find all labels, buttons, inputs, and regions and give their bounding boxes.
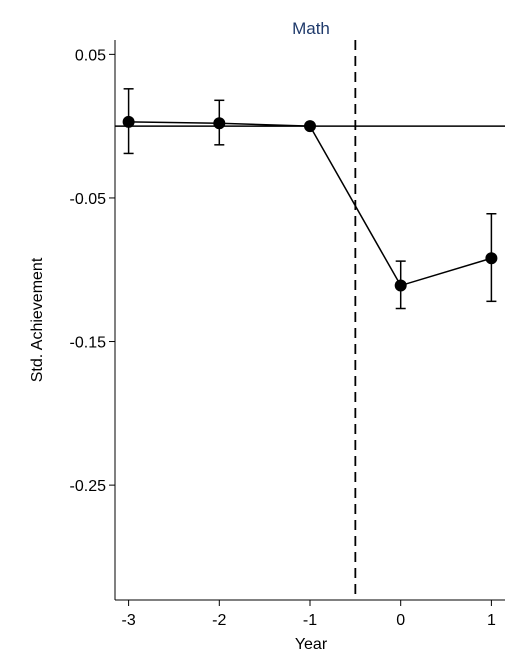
y-tick-label: 0.05 (75, 47, 106, 64)
y-tick-label: -0.25 (70, 478, 107, 495)
x-tick-label: 1 (487, 612, 496, 629)
data-point (122, 115, 135, 128)
data-point (485, 252, 498, 265)
y-axis-label: Std. Achievement (29, 257, 46, 382)
data-point (304, 120, 316, 133)
data-point (213, 117, 226, 130)
series-line (128, 121, 492, 287)
x-tick-label: -1 (303, 612, 317, 629)
x-tick-label: -3 (121, 612, 135, 629)
y-tick-label: -0.15 (70, 335, 107, 352)
x-tick-label: -2 (212, 612, 226, 629)
x-tick-label: 0 (396, 612, 405, 629)
x-axis-label: Year (295, 636, 328, 653)
data-point (394, 279, 407, 292)
y-tick-label: -0.05 (70, 191, 107, 208)
plot-area: 0.05 -0.05 -0.15 -0.25 -3 -2 -1 0 1 (70, 40, 505, 629)
chart-title: Math (292, 19, 330, 38)
